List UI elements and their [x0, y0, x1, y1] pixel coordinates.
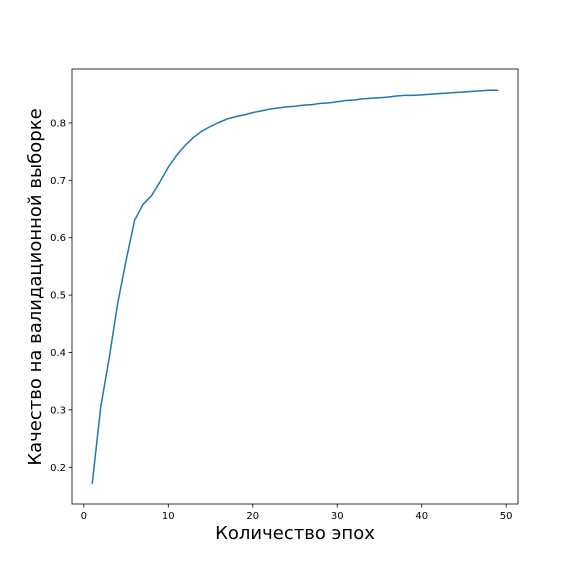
y-tick-label: 0.8: [50, 118, 66, 129]
y-tick-label: 0.7: [50, 176, 66, 187]
x-tick-label: 40: [415, 511, 428, 522]
y-tick-label: 0.6: [50, 233, 66, 244]
y-tick-label: 0.4: [50, 348, 66, 359]
y-tick-label: 0.3: [50, 405, 66, 416]
tick-group: 0 10 20 30 40 50 0.2 0.3 0.4 0.5 0.6 0.7 0.8: [50, 118, 512, 522]
y-tick-label: 0.2: [50, 463, 66, 474]
x-tick-label: 20: [246, 511, 259, 522]
plot-area: [72, 69, 518, 504]
x-tick-label: 0: [81, 511, 87, 522]
series-line: [91, 89, 499, 485]
x-tick-label: 50: [500, 511, 513, 522]
y-axis-label: Качество на валидационной выборке: [25, 108, 46, 465]
x-tick-label: 10: [162, 511, 175, 522]
y-tick-label: 0.5: [50, 291, 66, 302]
x-axis-label: Количество эпох: [215, 523, 375, 544]
x-tick-label: 30: [331, 511, 344, 522]
plot-frame: [71, 68, 519, 505]
